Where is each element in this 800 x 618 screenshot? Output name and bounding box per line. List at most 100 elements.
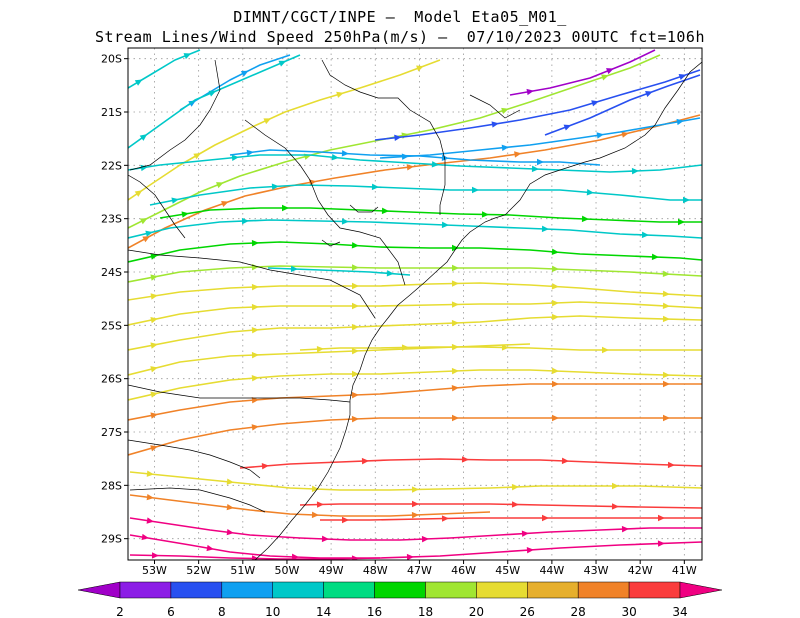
colorbar-swatch: [119, 581, 172, 599]
streamline-arrow: [221, 200, 229, 208]
streamline-arrow: [271, 183, 279, 190]
colorbar-label: 30: [621, 605, 636, 618]
streamline-arrow: [336, 91, 344, 98]
streamline-arrow: [431, 161, 439, 168]
colorbar-swatch: [374, 581, 426, 599]
streamline-arrow: [461, 456, 469, 463]
streamline-arrow: [134, 79, 143, 86]
streamline: [379, 117, 701, 159]
colorbar-swatch: [628, 581, 681, 599]
streamline-arrow: [151, 552, 159, 559]
streamline-arrow: [411, 511, 419, 519]
streamline-arrow: [441, 515, 449, 522]
coastline-borders: [128, 59, 702, 560]
streamline-arrow: [631, 167, 639, 175]
streamline-arrow: [662, 290, 670, 298]
streamline-arrow: [251, 327, 259, 334]
streamline: [544, 74, 701, 136]
streamline-arrow: [412, 500, 419, 508]
streamline-arrow: [421, 535, 429, 543]
colorbar-label: 16: [367, 605, 382, 618]
streamline-arrow: [208, 90, 217, 97]
streamline-arrow: [552, 380, 559, 388]
x-tick-label: 51W: [230, 564, 255, 577]
coastline: [254, 61, 702, 560]
streamline-arrow: [511, 501, 519, 508]
streamline-arrow: [351, 347, 359, 355]
streamline: [129, 517, 702, 541]
streamline-arrow: [441, 221, 449, 229]
streamline-arrow: [663, 380, 670, 388]
x-tick-label: 48W: [363, 564, 388, 577]
colorbar-label: 34: [672, 605, 687, 618]
streamline-arrow: [552, 414, 559, 422]
streamline-arrow: [676, 118, 684, 126]
streamline-arrow: [331, 154, 339, 161]
streamline: [149, 184, 702, 206]
colorbar-swatch: [170, 581, 223, 599]
streamline-arrow: [261, 463, 269, 470]
colorbar-label: 14: [316, 605, 331, 618]
streamline-arrow: [351, 555, 359, 560]
colorbar-swatch: [476, 581, 528, 599]
streamline-arrow: [145, 230, 153, 237]
x-tick-label: 44W: [539, 564, 564, 577]
colorbar-label: 8: [218, 605, 226, 618]
streamline-arrow: [193, 153, 201, 160]
streamline-arrow: [651, 253, 659, 261]
streamline-arrow: [641, 231, 649, 239]
y-tick-label: 27S: [101, 426, 122, 439]
streamline-arrow: [441, 154, 449, 161]
streamline: [299, 346, 702, 351]
streamline-arrow: [342, 516, 349, 524]
colorbar-label: 28: [571, 605, 586, 618]
streamline-arrow: [361, 457, 369, 465]
streamline-arrow: [386, 270, 394, 277]
streamline-arrow: [139, 218, 148, 225]
streamline-arrow: [146, 493, 154, 501]
streamline-arrow: [501, 107, 509, 114]
border-sp: [244, 119, 406, 286]
y-tick-label: 20S: [101, 53, 122, 66]
colorbar-label: 10: [265, 605, 280, 618]
streamline-arrow: [251, 555, 259, 560]
y-tick-label: 28S: [101, 479, 122, 492]
streamline-arrow: [241, 217, 249, 225]
streamline: [128, 383, 702, 421]
streamline-arrow: [611, 503, 619, 510]
border-pr: [128, 249, 376, 319]
streamline-arrow: [246, 149, 254, 157]
y-tick-label: 24S: [101, 266, 122, 279]
y-axis-ticks: 20S 21S 22S 23S 24S 25S 26S 27S 28S 29S: [101, 53, 128, 546]
streamline-arrow: [308, 179, 317, 186]
streamline-arrow: [452, 414, 459, 422]
streamline: [320, 517, 702, 521]
streamline: [128, 265, 702, 283]
streamline-arrow: [351, 242, 359, 249]
streamline-arrow: [451, 385, 459, 392]
streamline-arrow: [501, 344, 509, 351]
x-tick-label: 52W: [186, 564, 211, 577]
border-ms: [128, 174, 186, 239]
x-tick-label: 45W: [495, 564, 520, 577]
streamline: [128, 301, 702, 326]
streamline-arrow: [341, 150, 349, 157]
streamline: [299, 503, 702, 509]
streamline-arrow: [150, 366, 158, 373]
border-west: [129, 59, 221, 171]
streamline-arrow: [667, 461, 675, 469]
streamline-arrow: [678, 73, 687, 81]
border-sw: [129, 487, 266, 513]
border-rs: [128, 439, 261, 479]
streamline-arrow: [381, 207, 389, 215]
streamline-arrow: [551, 283, 559, 290]
streamline-arrow: [146, 517, 154, 524]
streamline-arrow: [406, 553, 414, 560]
streamline-arrow: [351, 323, 359, 331]
colorbar-label: 2: [116, 605, 124, 618]
streamline-arrow: [251, 424, 259, 431]
streamline-arrow: [472, 186, 479, 194]
streamline-arrow: [602, 346, 609, 354]
streamline-arrow: [606, 68, 614, 75]
